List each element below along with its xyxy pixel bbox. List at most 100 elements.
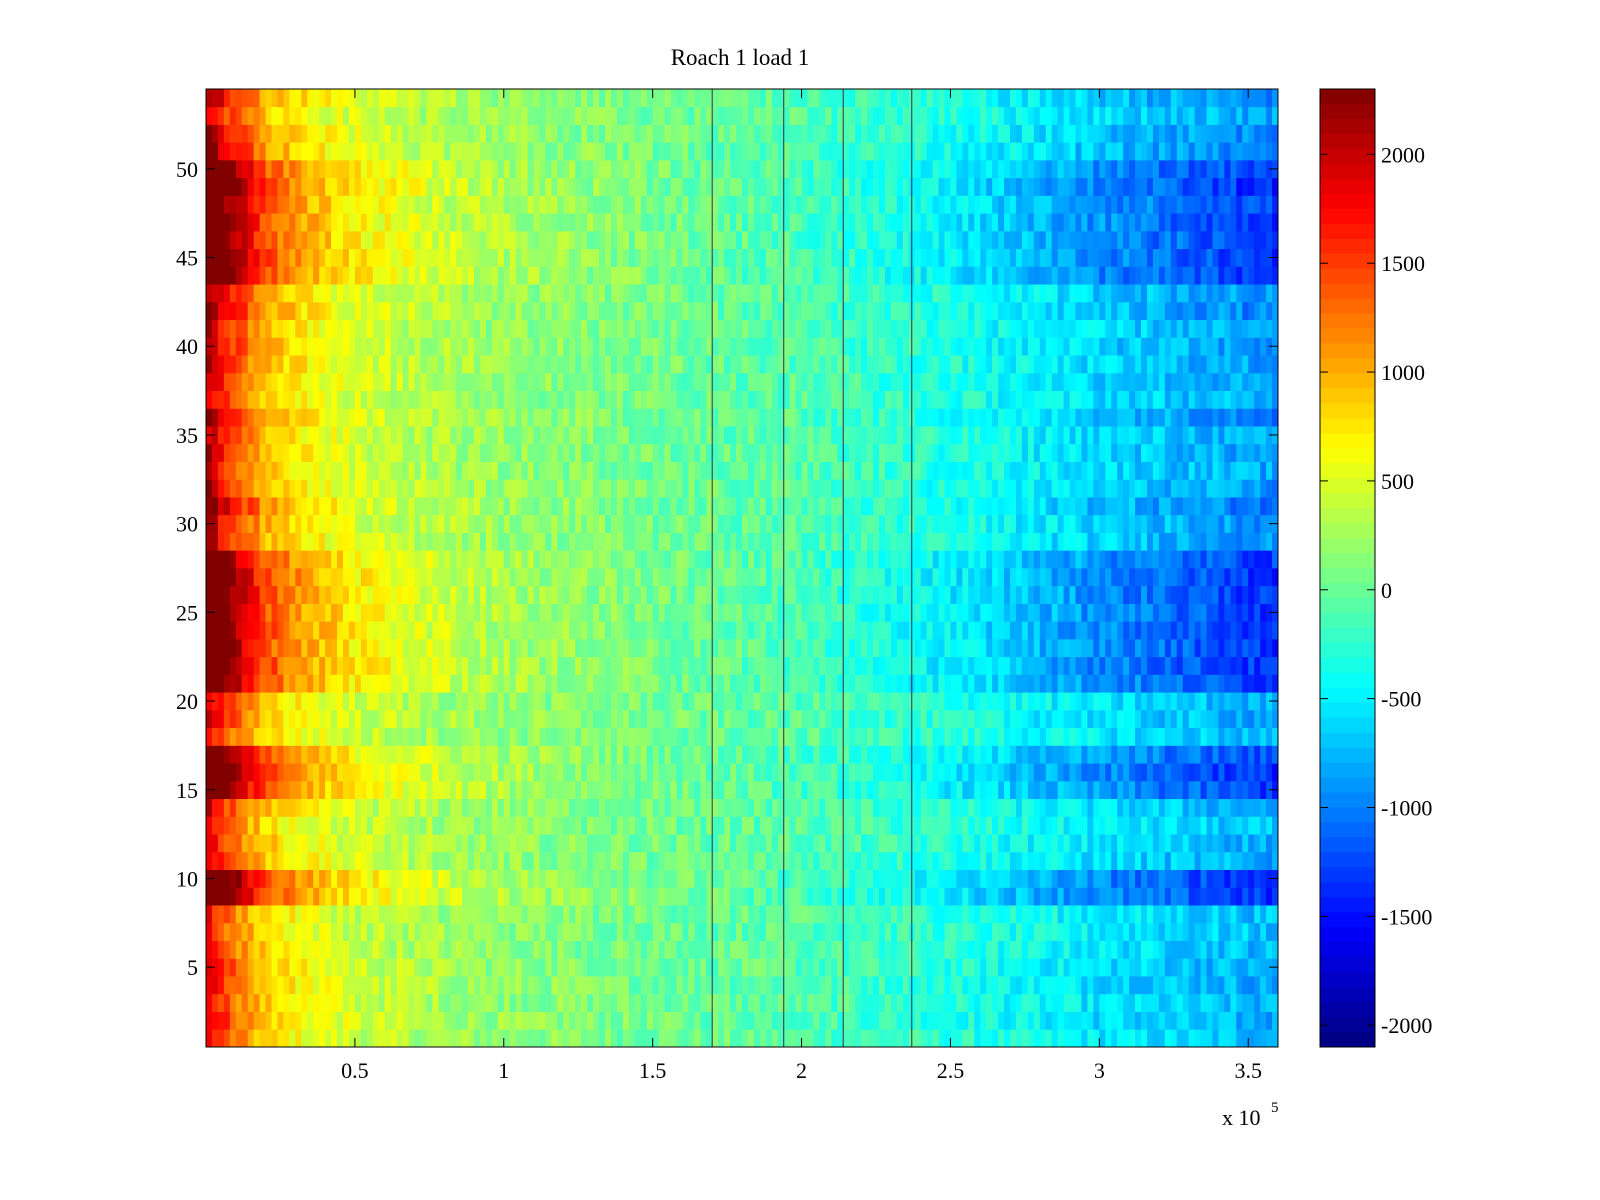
heatmap-cell xyxy=(1010,834,1017,853)
heatmap-cell xyxy=(861,834,868,853)
heatmap-cell xyxy=(438,798,445,817)
heatmap-cell xyxy=(342,976,350,995)
heatmap-cell xyxy=(223,727,231,746)
heatmap-cell xyxy=(1099,568,1106,587)
heatmap-cell xyxy=(676,745,683,764)
heatmap-cell xyxy=(1021,656,1029,675)
heatmap-cell xyxy=(801,976,808,995)
heatmap-cell xyxy=(1135,922,1142,941)
heatmap-cell xyxy=(718,976,725,995)
heatmap-cell xyxy=(1272,1029,1279,1048)
heatmap-cell xyxy=(1194,692,1201,711)
heatmap-cell xyxy=(599,851,606,870)
heatmap-cell xyxy=(444,603,451,622)
heatmap-cell xyxy=(521,780,528,800)
heatmap-cell xyxy=(920,550,928,569)
heatmap-cell xyxy=(944,976,951,995)
heatmap-cell xyxy=(438,709,445,729)
heatmap-cell xyxy=(587,887,594,906)
heatmap-cell xyxy=(932,976,939,995)
heatmap-cell xyxy=(414,922,421,941)
heatmap-cell xyxy=(456,692,463,711)
heatmap-cell xyxy=(1236,993,1243,1012)
heatmap-cell xyxy=(1087,745,1094,764)
heatmap-cell xyxy=(938,798,945,817)
heatmap-cell xyxy=(1021,621,1029,640)
heatmap-cell xyxy=(914,851,922,870)
heatmap-cell xyxy=(521,940,528,959)
heatmap-cell xyxy=(1182,834,1190,853)
heatmap-cell xyxy=(902,763,910,782)
heatmap-cell xyxy=(378,922,386,941)
heatmap-cell xyxy=(468,993,475,1012)
heatmap-cell xyxy=(277,976,284,995)
heatmap-cell xyxy=(1224,922,1231,941)
heatmap-cell xyxy=(700,816,707,835)
heatmap-cell xyxy=(855,603,862,622)
heatmap-cell xyxy=(491,709,499,729)
heatmap-cell xyxy=(896,780,904,800)
heatmap-cell xyxy=(271,780,278,800)
heatmap-cell xyxy=(539,692,546,711)
heatmap-cell xyxy=(1218,709,1225,729)
heatmap-cell xyxy=(521,905,528,924)
heatmap-cell xyxy=(986,709,993,729)
heatmap-cell xyxy=(277,816,284,835)
heatmap-cell xyxy=(759,709,767,729)
heatmap-cell xyxy=(1135,851,1142,870)
heatmap-cell xyxy=(402,709,409,729)
heatmap-cell xyxy=(348,905,356,924)
heatmap-cell xyxy=(1004,887,1011,906)
heatmap-cell xyxy=(354,550,362,569)
heatmap-cell xyxy=(998,585,1005,604)
heatmap-cell xyxy=(914,692,922,711)
heatmap-cell xyxy=(902,568,910,587)
heatmap-cell xyxy=(1057,834,1064,853)
heatmap-cell xyxy=(998,851,1005,870)
heatmap-cell xyxy=(628,851,636,870)
heatmap-cell xyxy=(1099,709,1106,729)
heatmap-cell xyxy=(795,940,802,959)
heatmap-cell xyxy=(1272,816,1279,835)
heatmap-cell xyxy=(956,763,963,782)
heatmap-cell xyxy=(414,550,421,569)
heatmap-cell xyxy=(1051,798,1059,817)
heatmap-cell xyxy=(890,780,898,800)
heatmap-cell xyxy=(1045,656,1053,675)
heatmap-cell xyxy=(497,940,505,959)
heatmap-cell xyxy=(1164,922,1172,941)
heatmap-cell xyxy=(873,940,880,959)
heatmap-cell xyxy=(468,976,475,995)
heatmap-cell xyxy=(1158,656,1166,675)
heatmap-cell xyxy=(605,745,612,764)
heatmap-cell xyxy=(265,745,272,764)
heatmap-cell xyxy=(319,851,326,870)
heatmap-cell xyxy=(610,976,618,995)
heatmap-cell xyxy=(319,922,326,941)
heatmap-cell xyxy=(747,585,755,604)
heatmap-cell xyxy=(229,1029,237,1048)
heatmap-cell xyxy=(301,869,308,888)
heatmap-cell xyxy=(1141,780,1148,800)
heatmap-cell xyxy=(325,763,332,782)
heatmap-cell xyxy=(610,922,618,941)
heatmap-cell xyxy=(956,976,963,995)
heatmap-cell xyxy=(831,1011,838,1030)
heatmap-cell xyxy=(914,638,922,658)
heatmap-cell xyxy=(1039,727,1047,746)
heatmap-cell xyxy=(420,851,427,870)
heatmap-cell xyxy=(1075,692,1082,711)
heatmap-cell xyxy=(628,638,636,658)
heatmap-cell xyxy=(1212,887,1219,906)
heatmap-cell xyxy=(753,940,761,959)
heatmap-cell xyxy=(736,780,743,800)
heatmap-cell xyxy=(307,834,314,853)
heatmap-cell xyxy=(968,550,975,569)
heatmap-cell xyxy=(360,568,368,587)
heatmap-cell xyxy=(301,922,308,941)
heatmap-cell xyxy=(247,1029,255,1048)
heatmap-cell xyxy=(1212,922,1219,941)
heatmap-cell xyxy=(962,1011,969,1030)
heatmap-cell xyxy=(736,851,743,870)
heatmap-cell xyxy=(1182,816,1190,835)
